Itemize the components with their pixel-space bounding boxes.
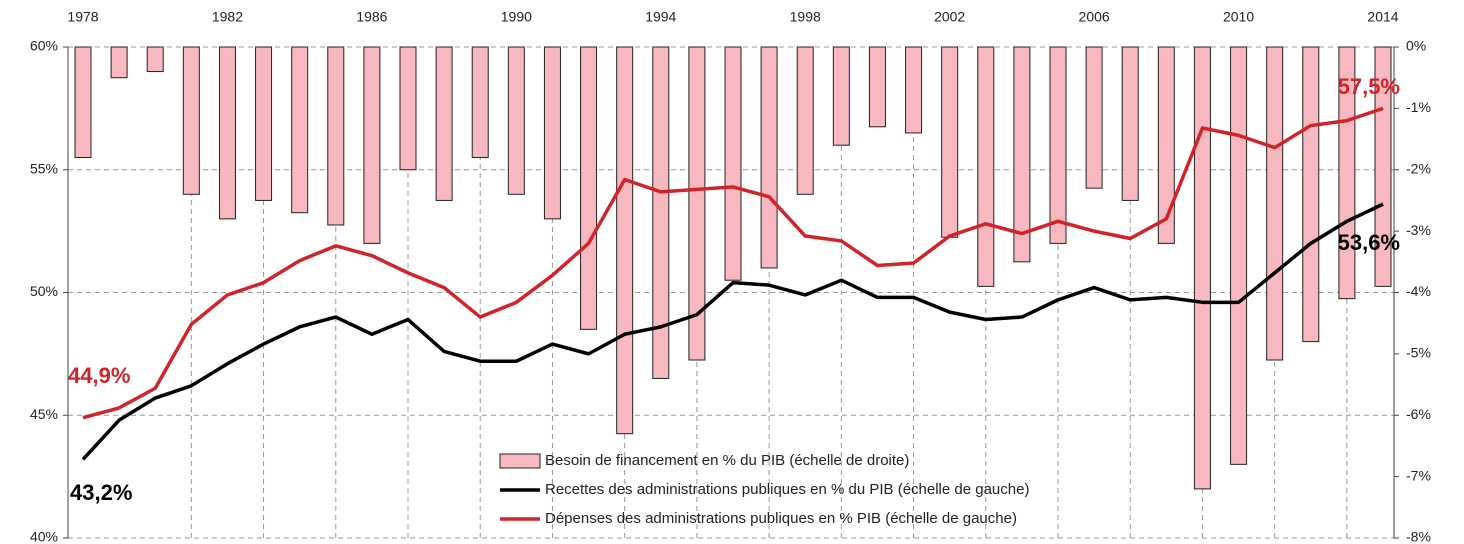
bar [796, 46, 814, 195]
bar [905, 46, 923, 134]
y2-tick-label: -8% [1406, 529, 1431, 544]
bar [1266, 46, 1284, 361]
y-tick-label: 60% [30, 38, 58, 54]
annotation: 57,5% [1338, 74, 1400, 99]
bar [1374, 46, 1392, 287]
x-tick-label: 2006 [1079, 9, 1110, 25]
bar [977, 46, 995, 287]
bar [1085, 46, 1103, 189]
bar [688, 46, 706, 361]
y2-tick-label: -5% [1406, 345, 1431, 361]
bar [363, 46, 381, 244]
x-tick-label: 1994 [645, 9, 676, 25]
bar [1121, 46, 1139, 201]
legend-label: Dépenses des administrations publiques e… [545, 510, 1017, 527]
y-tick-label: 45% [30, 406, 58, 422]
bar [218, 46, 236, 220]
line [82, 106, 1384, 420]
bar [1338, 46, 1356, 300]
y2-tick-label: 0% [1406, 38, 1426, 54]
bar [435, 46, 453, 201]
x-tick-label: 1986 [356, 9, 387, 25]
bar [652, 46, 670, 379]
x-tick-label: 2010 [1223, 9, 1254, 25]
y-tick-label: 55% [30, 160, 58, 176]
bar [399, 46, 417, 171]
bar [724, 46, 742, 281]
x-tick-label: 1982 [212, 9, 243, 25]
bar [760, 46, 778, 269]
bar [471, 46, 489, 158]
y-tick-label: 40% [30, 529, 58, 544]
x-tick-label: 1990 [501, 9, 532, 25]
bar [832, 46, 850, 146]
legend-label: Besoin de financement en % du PIB (échel… [545, 452, 909, 469]
annotation: 53,6% [1338, 230, 1400, 255]
x-tick-label: 1998 [790, 9, 821, 25]
bar [182, 46, 200, 195]
bar [1013, 46, 1031, 263]
y-tick-label: 50% [30, 283, 58, 299]
annotation: 43,2% [70, 480, 132, 505]
bar [616, 46, 634, 435]
y2-tick-label: -1% [1406, 99, 1431, 115]
legend-label: Recettes des administrations publiques e… [545, 481, 1029, 498]
bar [507, 46, 525, 195]
y2-tick-label: -2% [1406, 160, 1431, 176]
bar [1157, 46, 1175, 244]
line [81, 202, 1384, 461]
bar [941, 46, 959, 238]
bar [543, 46, 561, 220]
bar [1193, 46, 1211, 490]
bar [110, 46, 128, 79]
y2-tick-label: -7% [1406, 467, 1431, 483]
x-tick-label: 1978 [67, 9, 98, 25]
x-tick-label: 2002 [934, 9, 965, 25]
legend-swatch [499, 453, 541, 469]
bar [580, 46, 598, 330]
annotation: 44,9% [68, 363, 130, 388]
bar [255, 46, 273, 201]
y2-tick-label: -3% [1406, 222, 1431, 238]
bar [868, 46, 886, 128]
y2-tick-label: -4% [1406, 283, 1431, 299]
bar [327, 46, 345, 226]
bar [74, 46, 92, 158]
bar [291, 46, 309, 214]
y2-tick-label: -6% [1406, 406, 1431, 422]
bar [1230, 46, 1248, 465]
x-tick-label: 2014 [1367, 9, 1398, 25]
bar [1302, 46, 1320, 343]
bar [146, 46, 164, 73]
bar [1049, 46, 1067, 244]
